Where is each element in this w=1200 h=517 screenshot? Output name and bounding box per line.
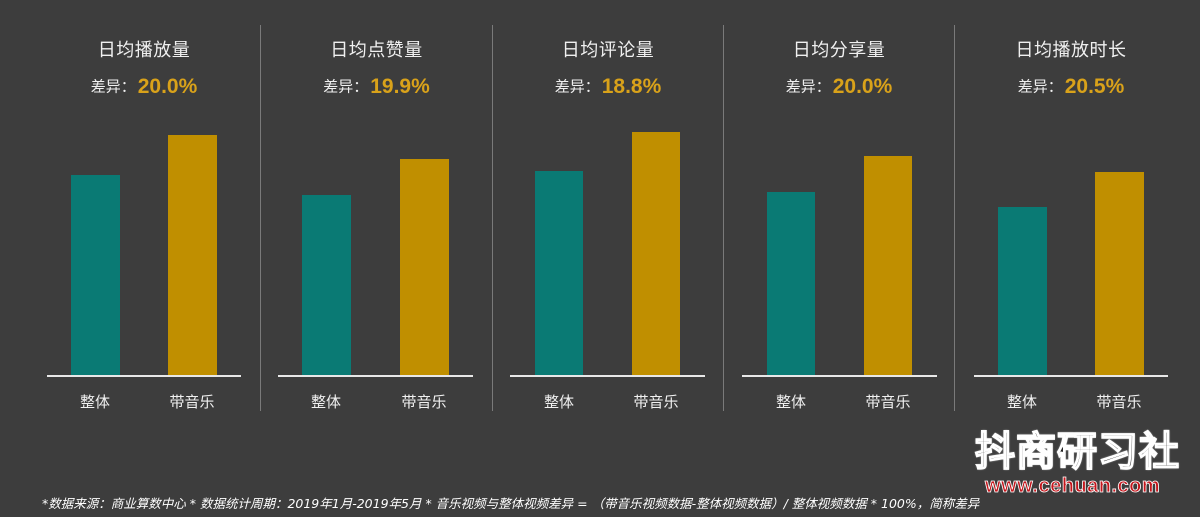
x-axis-line <box>742 375 937 377</box>
chart-panel-daily-shares: 日均分享量 差异：20.0% <box>724 0 954 420</box>
x-axis-line <box>974 375 1168 377</box>
bar-with-music <box>400 159 449 376</box>
difference-label: 差异： <box>554 77 600 96</box>
chart-panel-daily-watch-time: 日均播放时长 差异：20.5% <box>955 0 1187 420</box>
chart-panel-daily-comments: 日均评论量 差异：18.8% <box>493 0 723 420</box>
difference-line: 差异：18.8% <box>493 72 723 101</box>
x-axis-line <box>510 375 705 377</box>
x-label-with-music: 带音乐 <box>1096 393 1142 411</box>
bar-with-music <box>632 132 680 376</box>
panel-divider <box>723 25 724 411</box>
chart-title: 日均评论量 <box>561 40 655 61</box>
difference-label: 差异： <box>785 77 831 96</box>
bar-with-music <box>1095 172 1144 376</box>
chart-title: 日均点赞量 <box>330 40 423 61</box>
difference-line: 差异：19.9% <box>261 72 492 101</box>
bar-overall <box>302 195 351 376</box>
panel-divider <box>492 25 493 411</box>
x-label-with-music: 带音乐 <box>169 393 215 411</box>
chart-title: 日均分享量 <box>792 40 886 61</box>
source-footnote: *数据来源：商业算数中心 * 数据统计周期：2019年1月-2019年5月 * … <box>42 496 980 511</box>
x-label-overall: 整体 <box>543 393 574 411</box>
watermark-brand-name: 抖商研习社 <box>974 428 1180 476</box>
bar-overall <box>767 192 815 376</box>
difference-value: 19.9% <box>370 74 430 98</box>
x-axis-line <box>47 375 241 377</box>
bar-with-music <box>168 135 217 376</box>
x-label-overall: 整体 <box>1006 393 1037 411</box>
x-label-with-music: 带音乐 <box>865 393 911 411</box>
x-label-with-music: 带音乐 <box>401 393 447 411</box>
difference-line: 差异：20.0% <box>724 72 954 101</box>
bar-overall <box>71 175 120 376</box>
difference-label: 差异： <box>323 77 369 96</box>
difference-value: 20.5% <box>1064 74 1125 98</box>
x-axis-line <box>278 375 473 377</box>
difference-label: 差异： <box>1017 77 1063 96</box>
chart-title: 日均播放量 <box>97 40 191 61</box>
x-label-overall: 整体 <box>79 393 110 411</box>
panel-divider <box>260 25 261 411</box>
panel-divider <box>954 25 955 411</box>
difference-value: 18.8% <box>601 74 662 98</box>
difference-value: 20.0% <box>832 74 893 98</box>
chart-title: 日均播放时长 <box>1015 40 1127 61</box>
x-label-overall: 整体 <box>775 393 806 411</box>
chart-panel-daily-likes: 日均点赞量 差异：19.9% <box>261 0 492 420</box>
watermark-url: www.cehuan.com <box>985 475 1161 498</box>
bar-overall <box>535 171 583 376</box>
difference-label: 差异： <box>90 77 136 96</box>
x-label-with-music: 带音乐 <box>633 393 679 411</box>
bar-overall <box>998 207 1047 376</box>
difference-value: 20.0% <box>137 74 198 98</box>
chart-panel-daily-plays: 日均播放量 差异：20.0% <box>28 0 260 420</box>
bar-with-music <box>864 156 912 376</box>
x-label-overall: 整体 <box>310 393 341 411</box>
difference-line: 差异：20.0% <box>28 72 260 101</box>
difference-line: 差异：20.5% <box>955 72 1187 101</box>
